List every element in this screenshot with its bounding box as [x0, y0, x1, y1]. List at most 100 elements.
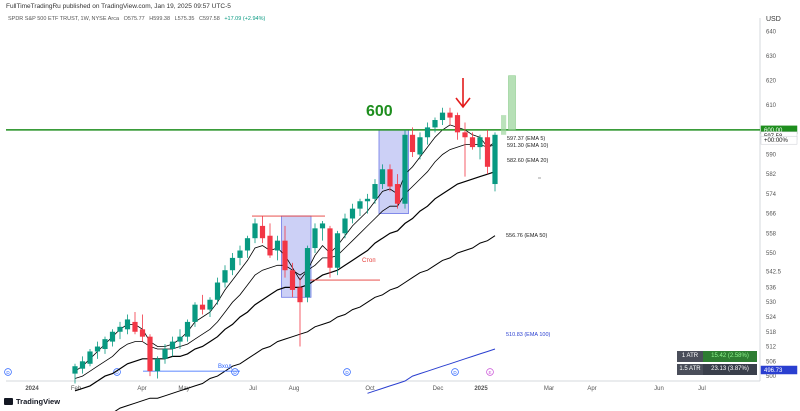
candle-body: [177, 336, 183, 342]
ema-label: 510.83 (EMA 100): [506, 332, 551, 338]
ema-line: [114, 235, 496, 411]
candle-body: [252, 223, 258, 239]
atr-value-1: 15.42 (2.58%): [703, 351, 757, 362]
event-marker-letter: D: [345, 370, 349, 375]
atr-readout-2: 1.5 ATR 23.13 (3.87%): [677, 364, 757, 375]
candle-body: [372, 184, 378, 199]
ema-line: [74, 171, 496, 392]
atr-key-1: 1 ATR: [677, 351, 703, 362]
candle-body: [214, 282, 221, 300]
event-marker-icon[interactable]: [231, 368, 239, 376]
symbol-name: SPDR S&P 500 ETF TRUST, 1W, NYSE Arca: [8, 16, 120, 22]
event-marker-letter: E: [488, 370, 491, 375]
candle-body: [267, 235, 273, 256]
y-tick-label: 536: [766, 285, 777, 291]
x-tick-label: Dec: [433, 386, 444, 392]
candle-body: [462, 132, 468, 138]
entry-label: Вход: [218, 364, 232, 370]
candle-body: [297, 287, 303, 303]
atr-readout-1: 1 ATR 15.42 (2.58%): [677, 351, 757, 362]
ohlc-open: O575.77: [123, 16, 145, 22]
candle-body: [109, 331, 116, 342]
y-tick-label: 566: [766, 212, 777, 218]
candle-body: [222, 270, 228, 283]
candle-body: [387, 169, 393, 187]
candle-body: [162, 348, 168, 359]
event-marker-icon[interactable]: [113, 368, 121, 376]
x-tick-label: Oct: [365, 386, 375, 392]
ohlc-low: L575.35: [174, 16, 195, 22]
candle-body: [289, 270, 296, 290]
y-tick-label: 590: [766, 152, 777, 158]
candle-body: [394, 184, 401, 204]
candle-body: [447, 112, 453, 118]
ohlc-change: +17.09 (+2.94%): [224, 16, 266, 22]
level-600-label: 600: [366, 103, 393, 120]
candle-body: [454, 115, 461, 133]
candle-body: [117, 326, 123, 332]
atr-key-2: 1.5 ATR: [677, 364, 703, 375]
candle-body: [154, 358, 161, 372]
candle-body: [379, 169, 386, 185]
currency-label: USD: [766, 16, 781, 23]
candle-body: [199, 304, 206, 310]
symbol-legend: SPDR S&P 500 ETF TRUST, 1W, NYSE Arca O5…: [8, 16, 268, 22]
candle-body: [349, 208, 356, 219]
candle-body: [312, 228, 318, 249]
candle-body: [484, 137, 491, 167]
candle-body: [432, 120, 438, 128]
price-tag-label: 496.73: [764, 368, 783, 374]
candle-body: [492, 134, 498, 185]
y-tick-label: 640: [766, 29, 777, 35]
y-tick-label: 518: [766, 330, 777, 336]
candle-body: [304, 248, 311, 298]
y-tick-label: 610: [766, 103, 777, 109]
y-tick-label: 574: [766, 192, 777, 198]
price-tag-label: +00:00%: [764, 138, 789, 144]
x-tick-label: 2025: [474, 386, 488, 392]
y-tick-label: 506: [766, 359, 777, 365]
y-tick-label: 524: [766, 315, 777, 321]
candle-body: [327, 228, 333, 268]
event-marker-icon[interactable]: [4, 368, 12, 376]
candle-body: [102, 339, 108, 349]
atr-value-2: 23.13 (3.87%): [703, 364, 757, 375]
candle-body: [147, 336, 153, 372]
y-tick-label: 512: [766, 345, 777, 351]
arrow-down-icon: [455, 78, 471, 109]
ohlc-close: C597.58: [198, 16, 220, 22]
footer[interactable]: TradingView: [4, 397, 60, 406]
candle-body: [87, 351, 93, 364]
event-marker-letter: D: [115, 370, 119, 375]
projection-candle: [501, 115, 507, 135]
y-tick-label: 558: [766, 231, 777, 237]
event-marker-icon[interactable]: [451, 368, 459, 376]
candle-body: [364, 198, 371, 202]
publisher-line: FullTimeTradingRu published on TradingVi…: [6, 3, 231, 10]
y-tick-label: 550: [766, 251, 777, 257]
price-tag: [760, 135, 798, 145]
ema-label: 556.76 (EMA 50): [506, 233, 547, 239]
projection-candle: [508, 75, 516, 131]
stop-label: Стоп: [362, 258, 376, 264]
tradingview-logo-icon: [4, 398, 13, 405]
candle-body: [417, 137, 423, 155]
candle-body: [259, 225, 266, 239]
ema-label: 591.30 (EMA 10): [507, 143, 548, 149]
candle-body: [409, 134, 416, 153]
candle-body: [132, 321, 138, 332]
event-marker-icon[interactable]: [343, 368, 351, 376]
candle-body: [72, 366, 78, 374]
candle-body: [237, 250, 243, 258]
event-marker-letter: D: [233, 370, 237, 375]
y-tick-label: 582: [766, 172, 777, 178]
event-marker-icon[interactable]: [486, 368, 494, 376]
candle-body: [207, 299, 213, 310]
candle-body: [282, 240, 288, 271]
y-tick-label: 530: [766, 300, 777, 306]
x-tick-label: Jun: [654, 386, 664, 392]
candle-body: [477, 137, 483, 148]
candle-body: [424, 127, 431, 138]
x-tick-label: Feb: [71, 386, 82, 392]
